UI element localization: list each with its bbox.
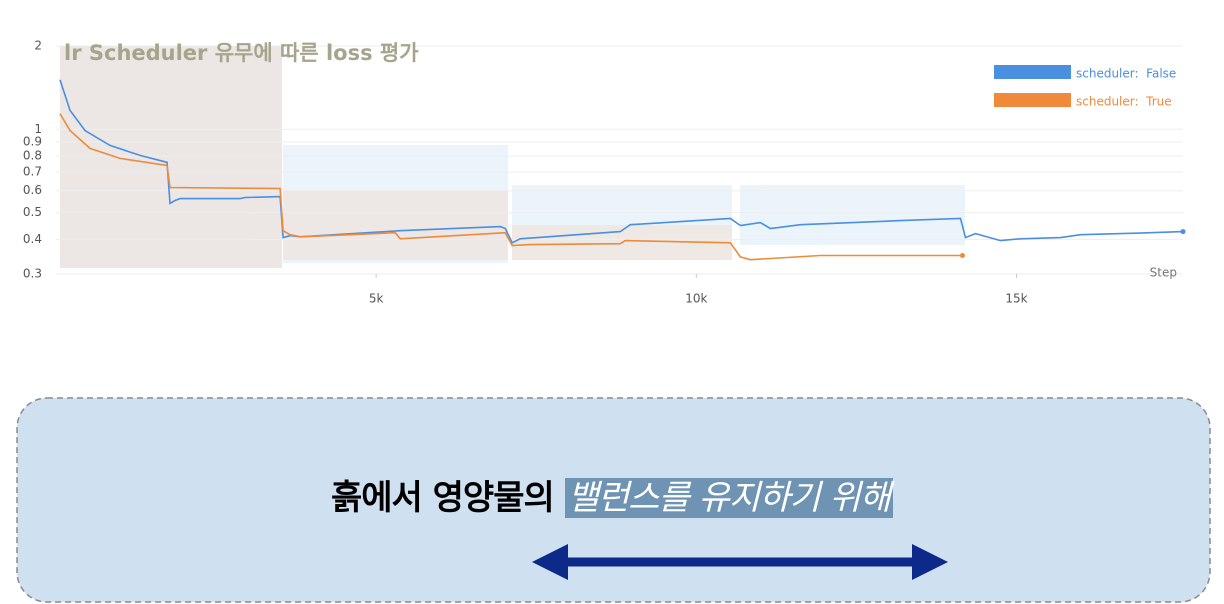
variance-bands	[60, 46, 965, 268]
band	[740, 185, 965, 245]
legend-swatch	[994, 93, 1071, 107]
chart-title: lr Scheduler 유무에 따른 loss 평가	[64, 41, 419, 65]
caption-highlight: 밸런스를 유지하기 위해	[564, 478, 894, 518]
band	[283, 190, 508, 260]
y-tick-label: 0.6	[23, 183, 42, 197]
y-tick-label: 0.8	[23, 149, 42, 163]
caption: 흙에서 영양물의 밸런스를 유지하기 위해	[0, 470, 1224, 519]
y-tick-label: 0.3	[23, 267, 42, 281]
x-axis-label: Step	[1150, 266, 1177, 280]
legend-swatch	[994, 65, 1071, 79]
y-tick-label: 0.4	[23, 232, 42, 246]
x-tick-label: 5k	[369, 292, 384, 306]
legend-label: scheduler: True	[1076, 95, 1172, 109]
end-point	[959, 252, 965, 258]
x-tick-label: 15k	[1005, 292, 1027, 306]
y-tick-label: 0.9	[23, 134, 42, 148]
y-tick-label: 2	[34, 39, 42, 53]
band	[60, 46, 282, 268]
y-tick-label: 1	[34, 122, 42, 136]
x-tick-label: 10k	[685, 292, 707, 306]
y-tick-label: 0.7	[23, 165, 42, 179]
y-tick-label: 0.5	[23, 205, 42, 219]
legend-label: scheduler: False	[1076, 67, 1176, 81]
line	[59, 79, 1184, 244]
caption-text: 흙에서 영양물의	[330, 478, 555, 518]
end-point	[1180, 229, 1186, 235]
line	[59, 113, 963, 261]
